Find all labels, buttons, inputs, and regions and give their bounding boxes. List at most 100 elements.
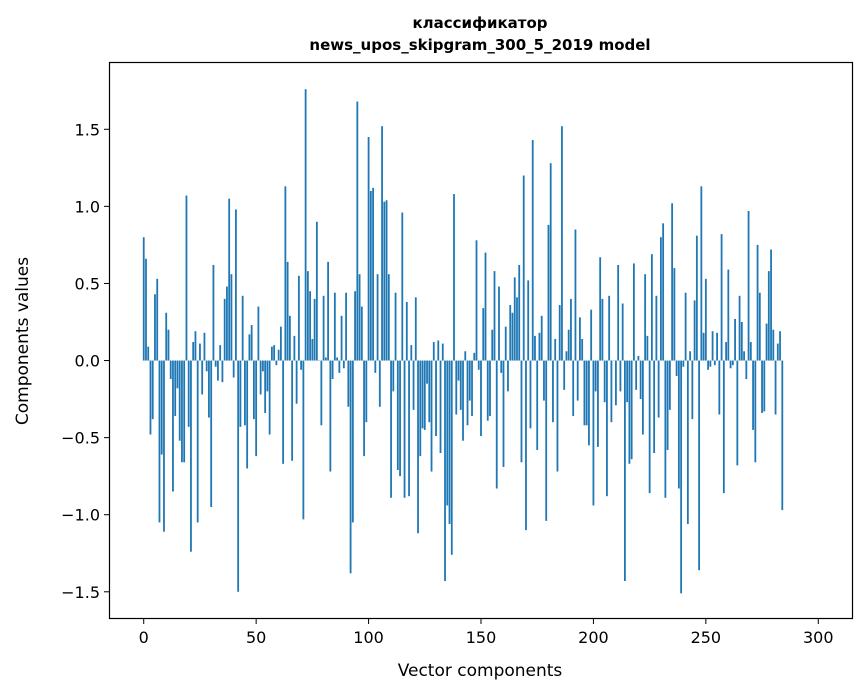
x-tick-label: 50: [246, 628, 266, 647]
bar-70: [300, 360, 303, 370]
bar-196: [583, 360, 586, 426]
bar-35: [221, 360, 224, 383]
bar-29: [208, 360, 210, 418]
bar-229: [657, 360, 660, 418]
bar-49: [253, 360, 255, 420]
bar-108: [385, 200, 388, 361]
bar-122: [417, 360, 419, 534]
bar-224: [646, 335, 649, 361]
bar-93: [351, 360, 354, 523]
bar-8: [160, 360, 163, 455]
bar-271: [752, 360, 754, 430]
bar-56: [268, 360, 271, 435]
bar-182: [552, 360, 554, 423]
bar-150: [480, 360, 482, 437]
bar-273: [756, 244, 759, 361]
bar-142: [462, 360, 464, 441]
bar-253: [711, 331, 714, 361]
bar-32: [214, 360, 217, 367]
bar-278: [767, 271, 770, 361]
bar-6: [156, 278, 159, 361]
bar-226: [650, 254, 653, 361]
bar-68: [295, 360, 298, 404]
x-tick-label: 0: [139, 628, 149, 647]
bar-184: [556, 360, 559, 472]
bar-213: [621, 303, 624, 361]
y-tick-label: −1.0: [61, 506, 100, 525]
bar-223: [644, 274, 647, 361]
bar-77: [315, 221, 318, 361]
bar-116: [403, 360, 406, 498]
bar-153: [486, 360, 489, 421]
bar-234: [668, 360, 671, 410]
bar-98: [363, 360, 365, 457]
bar-80: [322, 295, 325, 361]
x-tick-label: 250: [691, 628, 722, 647]
bar-109: [387, 274, 390, 361]
bar-61: [279, 326, 282, 361]
bar-27: [203, 332, 206, 361]
bar-15: [176, 360, 179, 389]
bar-230: [659, 237, 662, 361]
bar-106: [381, 126, 383, 361]
y-tick-label: 1.0: [75, 197, 100, 216]
bar-0: [142, 237, 145, 361]
bar-52: [259, 360, 262, 395]
bar-247: [698, 360, 700, 571]
bar-20: [187, 360, 190, 427]
bar-157: [495, 360, 498, 489]
bar-174: [534, 335, 536, 361]
bar-38: [228, 198, 231, 361]
bar-168: [520, 360, 523, 463]
bar-236: [673, 268, 676, 361]
bar-96: [358, 274, 361, 361]
bar-51: [257, 306, 260, 361]
bar-65: [288, 315, 291, 361]
bar-14: [174, 360, 177, 417]
bar-111: [392, 360, 395, 392]
bar-105: [378, 360, 381, 407]
bar-39: [230, 274, 233, 361]
bar-81: [324, 357, 327, 361]
bar-120: [412, 360, 415, 410]
bar-176: [538, 332, 541, 361]
bar-259: [725, 342, 727, 361]
y-axis-label: Components values: [13, 257, 33, 425]
bar-94: [354, 291, 356, 361]
bar-281: [774, 360, 777, 415]
bar-208: [610, 360, 613, 423]
bar-79: [320, 360, 323, 426]
bar-104: [376, 274, 379, 361]
bar-225: [648, 360, 651, 494]
bar-55: [266, 360, 269, 392]
bar-275: [761, 360, 763, 413]
bar-67: [293, 335, 296, 361]
bar-232: [664, 360, 667, 498]
bar-171: [527, 280, 530, 361]
x-tick-label: 100: [353, 628, 384, 647]
bar-246: [695, 235, 698, 361]
bar-9: [163, 360, 165, 532]
bar-178: [543, 360, 545, 401]
bar-21: [190, 360, 192, 552]
bar-50: [255, 360, 258, 457]
bar-152: [484, 252, 487, 361]
bar-69: [297, 275, 300, 361]
bar-91: [347, 360, 350, 407]
bar-245: [693, 300, 696, 361]
bar-74: [309, 291, 312, 361]
bar-87: [338, 360, 341, 373]
bar-36: [223, 298, 226, 361]
bar-128: [430, 360, 433, 472]
bar-159: [500, 360, 503, 373]
bar-219: [635, 360, 638, 390]
bar-19: [185, 195, 188, 361]
bar-62: [282, 360, 285, 464]
bar-26: [201, 360, 204, 395]
bar-265: [738, 295, 741, 361]
bar-11: [167, 329, 170, 361]
bar-248: [700, 186, 703, 361]
bar-251: [707, 360, 709, 370]
bar-238: [677, 360, 680, 489]
